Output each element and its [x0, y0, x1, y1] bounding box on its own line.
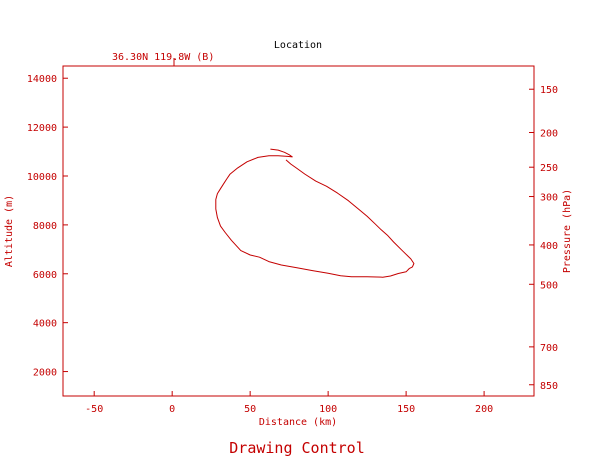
pressure-tick-label: 850: [540, 381, 558, 392]
chart-title: Location: [274, 40, 322, 51]
pressure-tick-label: 500: [540, 280, 558, 291]
x-tick-label: 0: [169, 404, 175, 415]
pressure-tick-label: 150: [540, 85, 558, 96]
series-layer: [215, 148, 415, 278]
x-axis-label: Distance (km): [259, 417, 337, 428]
y-axis-label: Altitude (m): [4, 195, 15, 267]
location-label: 36.30N 119.8W (B): [112, 52, 214, 63]
x-tick-label: 50: [244, 404, 256, 415]
pressure-tick-label: 700: [540, 343, 558, 354]
drawing-control-button[interactable]: Drawing Control: [229, 439, 364, 457]
altitude-tick-label: 14000: [27, 74, 57, 85]
altitude-tick-label: 10000: [27, 172, 57, 183]
pressure-tick-label: 200: [540, 128, 558, 139]
altitude-tick-label: 12000: [27, 123, 57, 134]
altitude-tick-label: 6000: [33, 270, 57, 281]
pressure-tick-label: 250: [540, 163, 558, 174]
x-tick-label: 200: [475, 404, 493, 415]
x-tick-label: 100: [319, 404, 337, 415]
altitude-tick-label: 2000: [33, 368, 57, 379]
altitude-tick-label: 4000: [33, 319, 57, 330]
x-tick-label: 150: [397, 404, 415, 415]
plot-frame: [62, 65, 535, 397]
pressure-tick-label: 300: [540, 193, 558, 204]
pressure-tick-label: 400: [540, 241, 558, 252]
trajectory-line: [215, 148, 415, 278]
x-axis: -50 0 50 100 150 200: [85, 391, 493, 415]
x-tick-label: -50: [85, 404, 103, 415]
pressure-axis: 150 200 250 300 400 500 700 850: [529, 85, 558, 392]
altitude-tick-label: 8000: [33, 221, 57, 232]
y2-axis-label: Pressure (hPa): [562, 189, 573, 273]
altitude-axis: 2000 4000 6000 8000 10000 12000 14000: [27, 74, 68, 379]
